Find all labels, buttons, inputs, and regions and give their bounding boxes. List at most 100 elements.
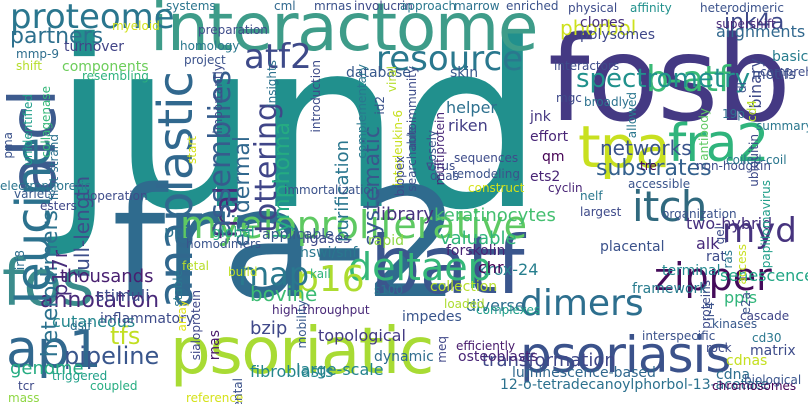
word-147: approach (400, 0, 457, 13)
word-192: start (185, 136, 199, 164)
word-40: keratinocytes (434, 205, 556, 226)
word-97: impedes (402, 309, 462, 325)
word-63: senescence (720, 266, 808, 285)
word-73: ets2 (530, 169, 561, 185)
word-184: id2 (373, 96, 387, 115)
word-15: deltaep (348, 245, 492, 289)
word-167: papillomavirus (759, 180, 773, 269)
word-84: components (62, 59, 149, 75)
word-83: turnover (64, 39, 124, 55)
word-61: two-hybrid (686, 214, 773, 233)
word-138: resembling (82, 69, 149, 83)
word-70: riken (448, 116, 488, 135)
word-30: annotation (40, 288, 160, 313)
word-110: kinases (712, 317, 758, 331)
word-176: searchable (405, 126, 419, 192)
word-132: pma (1, 132, 15, 159)
word-78: basic (772, 49, 808, 65)
word-29: ink4a (724, 10, 785, 35)
word-160: 19p (722, 107, 745, 121)
word-129: cooperation (76, 189, 148, 203)
word-19: resource (376, 39, 524, 79)
word-68: chr (478, 258, 504, 277)
word-117: inflammatory (100, 311, 195, 327)
word-137: shift (16, 59, 42, 73)
word-171: nelf (580, 189, 603, 203)
word-59: 12-o-tetradecanoylphorbol-13-acetate (500, 377, 769, 393)
word-69: helper (446, 98, 498, 117)
word-156: broadly (584, 95, 630, 109)
word-104: osteoblasts (458, 349, 538, 365)
word-5: fos (2, 247, 94, 321)
word-75: polysomes (580, 27, 656, 43)
word-141: project (184, 53, 226, 67)
word-113: tcr (18, 379, 35, 393)
word-190: insights (265, 60, 279, 107)
word-92: terminal (662, 263, 721, 279)
word-43: lymphoma (270, 122, 295, 239)
word-180: remodeling (452, 167, 520, 181)
word-172: largest (580, 205, 622, 219)
word-112: triggered (52, 369, 108, 383)
word-67: matrix (750, 343, 796, 359)
word-102: efficiently (456, 339, 516, 353)
word-168: accessible (628, 177, 691, 191)
word-71: effort (530, 129, 569, 145)
word-191: importantly (211, 64, 225, 134)
word-62: alk (696, 234, 720, 253)
word-144: cml (274, 0, 296, 13)
word-86: global (212, 225, 255, 241)
word-153: supershift (716, 17, 776, 31)
word-101: s100 (374, 283, 404, 297)
word-202: access (735, 244, 749, 285)
word-54: diverse (466, 296, 525, 315)
word-163: antibody (697, 108, 711, 161)
word-175: viral (385, 66, 399, 93)
word-32: map (238, 255, 310, 293)
word-179: construct (468, 181, 525, 195)
word-52: stimuli (96, 286, 150, 305)
word-145: mrnas (314, 0, 352, 13)
word-199: gel (713, 226, 727, 245)
word-60: genome (10, 358, 84, 379)
word-140: homology (180, 39, 240, 53)
word-28: phorbol (560, 16, 637, 40)
word-48: tfs (110, 322, 141, 350)
word-128: esters (40, 199, 77, 213)
word-126: homodimers (186, 237, 262, 251)
word-79: motifs (752, 67, 796, 83)
word-18: dimers (520, 283, 644, 324)
word-197: e2a (739, 292, 753, 315)
word-143: systems (166, 0, 216, 13)
word-155: mgc (556, 91, 582, 105)
word-178: dnas (430, 169, 459, 183)
word-51: thousands (60, 266, 154, 287)
word-170: cyclin (548, 181, 583, 195)
word-106: chromosomes (712, 379, 797, 393)
word-185: biopex (393, 156, 407, 197)
word-93: placental (600, 239, 665, 255)
word-115: reference (186, 391, 244, 404)
word-151: affinity (630, 1, 672, 15)
word-165: coiled-coil (726, 153, 787, 167)
word-91: rat (706, 249, 726, 265)
word-96: collection (430, 279, 498, 295)
word-26: substrates (596, 156, 712, 181)
word-47: valuable (440, 228, 517, 249)
word-39: partners (10, 24, 104, 49)
word-23: myd (722, 211, 797, 251)
word-58: large-scale (296, 360, 384, 379)
word-149: enriched (506, 0, 559, 13)
word-162: summary (756, 119, 808, 133)
word-11: ap1 (6, 320, 102, 380)
word-41: library (376, 204, 434, 225)
word-0: jund (52, 0, 544, 261)
word-7: tpa (578, 113, 671, 181)
word-189: immortalization (284, 183, 379, 197)
word-2: fosb (548, 10, 791, 148)
word-90: framework (632, 281, 708, 297)
word-21: proteome (10, 0, 175, 37)
word-169: tre (640, 159, 657, 173)
word-107: biological (744, 373, 802, 387)
word-50: topological (318, 326, 406, 345)
